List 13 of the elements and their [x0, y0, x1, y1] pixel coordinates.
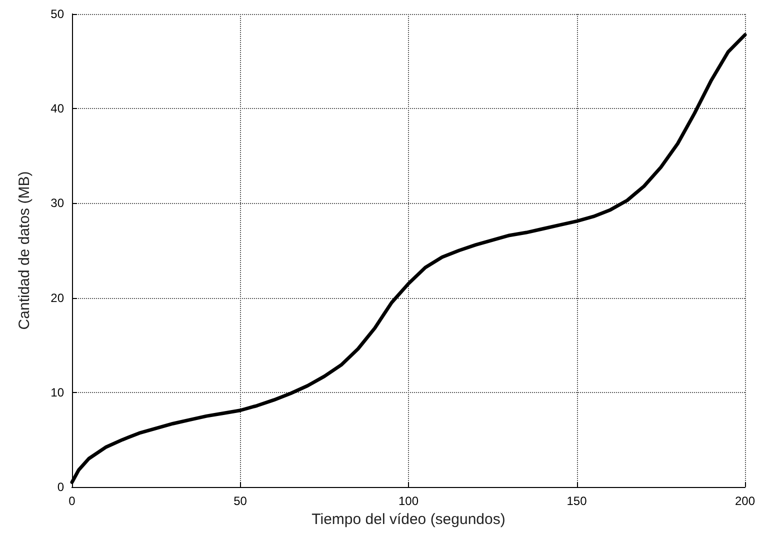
y-tick-label: 40: [50, 102, 64, 116]
x-axis-title: Tiempo del vídeo (segundos): [312, 510, 506, 528]
y-tick-label: 10: [50, 385, 64, 400]
x-tick-label: 0: [68, 494, 76, 508]
y-tick-label: 30: [50, 196, 64, 210]
y-tick-label: 20: [50, 290, 64, 305]
x-tick-label: 200: [734, 494, 756, 508]
x-tick-label: 100: [398, 494, 419, 508]
x-tick-label: 150: [566, 494, 588, 508]
y-tick-label: 0: [57, 480, 64, 494]
x-tick-label: 50: [234, 494, 248, 508]
y-tick-label: 50: [50, 7, 64, 21]
y-axis-title: Cantidad de datos (MB): [16, 171, 33, 330]
